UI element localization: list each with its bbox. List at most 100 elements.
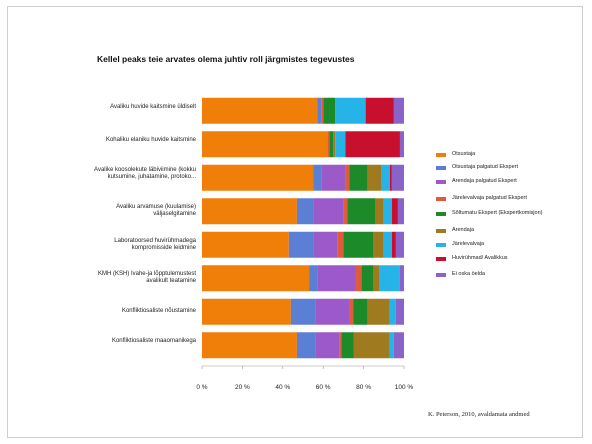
category-label: Laboratoorsed huvirühmadega kompromissid…: [114, 237, 196, 251]
x-tick-label: 0 %: [196, 384, 208, 391]
bar-segment: [315, 298, 350, 325]
legend-swatch: [436, 212, 446, 216]
bar-segment: [321, 164, 346, 191]
x-tick-label: 100 %: [394, 384, 414, 391]
x-tick-label: 60 %: [315, 384, 331, 391]
bar-segment: [335, 131, 346, 158]
bar-segment: [327, 131, 330, 158]
bar-segment: [383, 231, 392, 258]
bar-segment: [343, 231, 374, 258]
bar-segment: [395, 231, 404, 258]
bar-segment: [365, 97, 394, 124]
bar-segment: [381, 164, 390, 191]
category-label: Avalike koosolekute läbiviimine (kokku k…: [94, 167, 196, 181]
bar-segment: [379, 265, 400, 292]
bar-segment: [353, 298, 368, 325]
legend-swatch: [436, 153, 446, 157]
bar-segment: [290, 298, 316, 325]
x-tick-label: 40 %: [275, 384, 291, 391]
bar-segment: [375, 198, 384, 225]
bar-segment: [313, 198, 344, 225]
legend-label: Järelevalvaja: [452, 241, 485, 247]
legend-label: Huvirühmad/ Avalikkus: [452, 255, 508, 261]
bar-segment: [329, 131, 334, 158]
bar-segment: [367, 298, 390, 325]
bar-segment: [317, 97, 322, 124]
x-tick-label: 80 %: [356, 384, 371, 391]
bar-segment: [315, 332, 340, 359]
legend-swatch: [436, 229, 446, 233]
legend-label: Otsustaja: [452, 151, 476, 157]
bar-segment: [341, 332, 354, 359]
legend-swatch: [436, 197, 446, 201]
bar-segment: [309, 265, 318, 292]
category-label: Konfliktiosaliste maaomanikega: [111, 338, 196, 345]
legend-label: Otsustaja palgatud Ekspert: [452, 164, 519, 170]
legend-label: Ei oska öelda: [452, 271, 486, 277]
bar-segment: [313, 164, 322, 191]
bar-segment: [313, 231, 338, 258]
chart-title: Kellel peaks teie arvates olema juhtiv r…: [97, 54, 355, 64]
legend-label: Arendaja: [452, 227, 475, 233]
bar-segment: [367, 164, 382, 191]
category-label: Kohaliku elaniku huvide kaitsmine: [105, 137, 196, 144]
bar-segment: [393, 332, 404, 359]
bar-segment: [202, 265, 310, 292]
bar-segment: [335, 97, 366, 124]
bar-segment: [355, 265, 362, 292]
x-tick-label: 20 %: [234, 384, 250, 391]
bar-segment: [202, 298, 291, 325]
legend-swatch: [436, 243, 446, 247]
bar-segment: [202, 164, 314, 191]
source-note: K. Peterson, 2010, avaldamata andmed: [428, 411, 530, 418]
bar-segment: [345, 164, 350, 191]
bar-segment: [399, 265, 404, 292]
category-label: Avaliku arvamuse (kuulamise) väljaselgit…: [116, 204, 196, 218]
legend-swatch: [436, 166, 446, 170]
legend-swatch: [436, 180, 446, 184]
legend-label: Arendaja palgatud Ekspert: [452, 178, 517, 184]
bar-segment: [202, 231, 289, 258]
bar-segment: [202, 131, 328, 158]
bar-segment: [296, 198, 314, 225]
bar-segment: [393, 97, 404, 124]
bar-segment: [353, 332, 390, 359]
bar-segment: [399, 131, 404, 158]
bar-segment: [288, 231, 314, 258]
legend-label: Järelevalvaja palgatud Ekspert: [452, 195, 527, 201]
bar-segment: [202, 198, 297, 225]
bar-segment: [395, 298, 404, 325]
legend-label: Sõltumatu Ekspert (Ekspertkomisjon): [452, 210, 543, 216]
bar-segment: [343, 198, 348, 225]
category-label: Avaliku huvide kaitsmine üldiselt: [110, 103, 196, 110]
bar-segment: [317, 265, 356, 292]
bar-segment: [296, 332, 316, 359]
bar-segment: [361, 265, 374, 292]
bar-segment: [389, 332, 394, 359]
bar-segment: [383, 198, 392, 225]
category-label: KMH (KSH) Ivahe-ja lõpptulemustest avali…: [97, 271, 196, 285]
bar-segment: [373, 231, 384, 258]
bar-segment: [333, 131, 336, 158]
bar-segment: [202, 97, 318, 124]
bar-segment: [202, 332, 297, 359]
bar-segment: [339, 332, 342, 359]
bar-segment: [347, 198, 376, 225]
bar-segment: [337, 231, 344, 258]
bar-segment: [373, 265, 380, 292]
bar-segment: [391, 164, 404, 191]
category-label: Konfliktiosaliste nõustamine: [121, 308, 196, 315]
bar-segment: [323, 97, 336, 124]
bar-segment: [349, 298, 354, 325]
bar-segment: [321, 97, 324, 124]
legend-swatch: [436, 273, 446, 277]
bar-segment: [345, 131, 400, 158]
legend-swatch: [436, 257, 446, 261]
bar-segment: [389, 164, 392, 191]
bar-segment: [349, 164, 368, 191]
bar-segment: [397, 198, 404, 225]
bar-segment: [389, 298, 396, 325]
bar-segment: [391, 231, 396, 258]
bar-segment: [391, 198, 398, 225]
